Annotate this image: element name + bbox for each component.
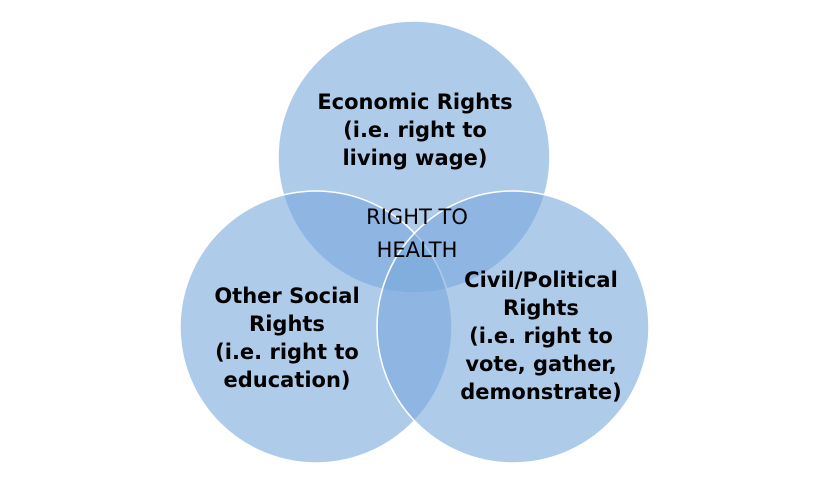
other-social-rights-line-2: Rights xyxy=(249,312,325,336)
civil-political-rights-line-4: vote, gather, xyxy=(465,352,617,376)
economic-rights-line-1: Economic Rights xyxy=(317,90,513,114)
civil-political-rights-circle xyxy=(376,190,650,464)
right-to-health-label: RIGHT TO HEALTH xyxy=(347,201,487,267)
right-to-health-line-1: RIGHT TO xyxy=(366,205,468,229)
other-social-rights-label: Other Social Rights (i.e. right to educa… xyxy=(192,282,382,394)
other-social-rights-line-4: education) xyxy=(223,368,351,392)
other-social-rights-line-1: Other Social xyxy=(214,284,360,308)
economic-rights-label: Economic Rights (i.e. right to living wa… xyxy=(315,88,515,172)
other-social-rights-line-3: (i.e. right to xyxy=(215,340,359,364)
civil-political-rights-line-2: Rights xyxy=(503,296,579,320)
civil-political-rights-label: Civil/Political Rights (i.e. right to vo… xyxy=(441,266,641,406)
economic-rights-line-2: (i.e. right to xyxy=(343,118,487,142)
civil-political-rights-line-3: (i.e. right to xyxy=(469,324,613,348)
right-to-health-line-2: HEALTH xyxy=(376,238,458,262)
civil-political-rights-line-1: Civil/Political xyxy=(464,268,618,292)
civil-political-rights-line-5: demonstrate) xyxy=(460,380,622,404)
economic-rights-line-3: living wage) xyxy=(342,146,488,170)
